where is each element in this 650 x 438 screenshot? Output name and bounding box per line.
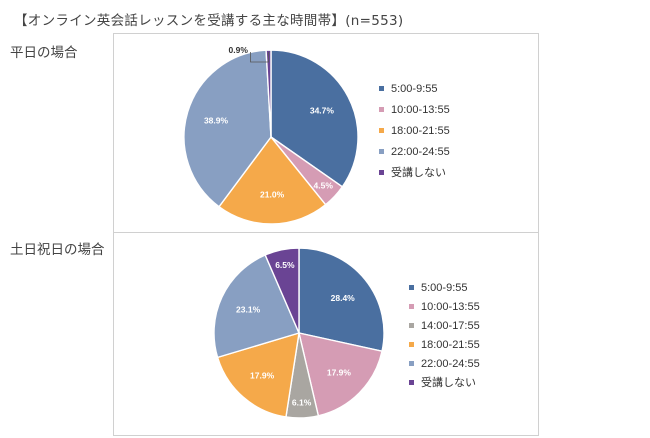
pie-slice-weekday-5-00-9-55 (270, 49, 359, 188)
data-label-weekday-18-00-21-55: 21.0% (260, 189, 285, 199)
legend-marker-weekend-14-00-17-55 (409, 323, 414, 328)
data-label-weekend-22-00-24-55: 23.1% (236, 304, 261, 314)
legend-label-weekend-14-00-17-55: 14:00-17:55 (421, 320, 480, 332)
data-label-weekday-no-lesson: 0.9% (229, 45, 249, 55)
page-title: 【オンライン英会話レッスンを受講する主な時間帯】(n=553) (14, 13, 404, 29)
data-label-weekday-10-00-13-55: 4.5% (314, 181, 334, 191)
legend-label-weekday-18-00-21-55: 18:00-21:55 (391, 125, 450, 137)
legend-marker-weekday-no-lesson (379, 170, 384, 175)
legend-marker-weekend-no-lesson (409, 380, 414, 385)
legend-marker-weekend-22-00-24-55 (409, 361, 414, 366)
pie-slice-weekend-5-00-9-55 (298, 247, 385, 353)
legend-marker-weekend-5-00-9-55 (409, 285, 414, 290)
pie-slice-weekday-22-00-24-55 (183, 49, 272, 208)
legend-marker-weekday-22-00-24-55 (379, 149, 384, 154)
pie-slice-weekday-no-lesson (265, 49, 272, 138)
legend-label-weekend-18-00-21-55: 18:00-21:55 (421, 339, 480, 351)
legend-marker-weekday-10-00-13-55 (379, 107, 384, 112)
legend-label-weekend-10-00-13-55: 10:00-13:55 (421, 301, 480, 313)
legend-label-weekday-10-00-13-55: 10:00-13:55 (391, 104, 450, 116)
pie-slice-weekday-18-00-21-55 (218, 135, 327, 225)
legend-label-weekend-22-00-24-55: 22:00-24:55 (421, 358, 480, 370)
data-label-weekday-5-00-9-55: 34.7% (310, 106, 335, 116)
legend-marker-weekday-5-00-9-55 (379, 86, 384, 91)
pie-slice-weekend-10-00-13-55 (298, 332, 383, 417)
legend-marker-weekend-18-00-21-55 (409, 342, 414, 347)
weekday-section-label: 平日の場合 (10, 45, 78, 61)
weekend-chart-panel: 28.4% 5:00-9:55 17.9% 10:00-13:55 6.1% 14:00-… (113, 232, 539, 436)
data-label-weekend-no-lesson: 6.5% (275, 260, 295, 270)
data-label-weekend-18-00-21-55: 17.9% (250, 370, 275, 380)
weekend-section-label: 土日祝日の場合 (10, 242, 105, 258)
data-label-weekend-14-00-17-55: 6.1% (292, 398, 312, 408)
leader-line-weekday-no-lesson (250, 52, 269, 63)
weekday-chart-panel: 34.7% 5:00-9:55 4.5% 10:00-13:55 21.0% 18:00-… (113, 33, 539, 234)
data-label-weekend-10-00-13-55: 17.9% (327, 367, 352, 377)
legend-marker-weekend-10-00-13-55 (409, 304, 414, 309)
legend-label-weekend-5-00-9-55: 5:00-9:55 (421, 282, 467, 294)
legend-label-weekday-no-lesson: 受講しない (391, 165, 446, 179)
legend-label-weekday-22-00-24-55: 22:00-24:55 (391, 146, 450, 158)
legend-label-weekend-no-lesson: 受講しない (421, 375, 476, 389)
weekday-pie-chart: 34.7% 5:00-9:55 4.5% 10:00-13:55 21.0% 18:00-… (183, 45, 450, 225)
legend-label-weekday-5-00-9-55: 5:00-9:55 (391, 83, 437, 95)
pie-slice-weekend-no-lesson (264, 247, 300, 334)
data-label-weekday-22-00-24-55: 38.9% (204, 116, 229, 126)
data-label-weekend-5-00-9-55: 28.4% (331, 293, 356, 303)
pie-slice-weekend-22-00-24-55 (213, 254, 300, 359)
pie-slice-weekend-18-00-21-55 (216, 332, 300, 418)
weekend-pie-chart: 28.4% 5:00-9:55 17.9% 10:00-13:55 6.1% 14:00-… (213, 247, 480, 419)
legend-marker-weekday-18-00-21-55 (379, 128, 384, 133)
